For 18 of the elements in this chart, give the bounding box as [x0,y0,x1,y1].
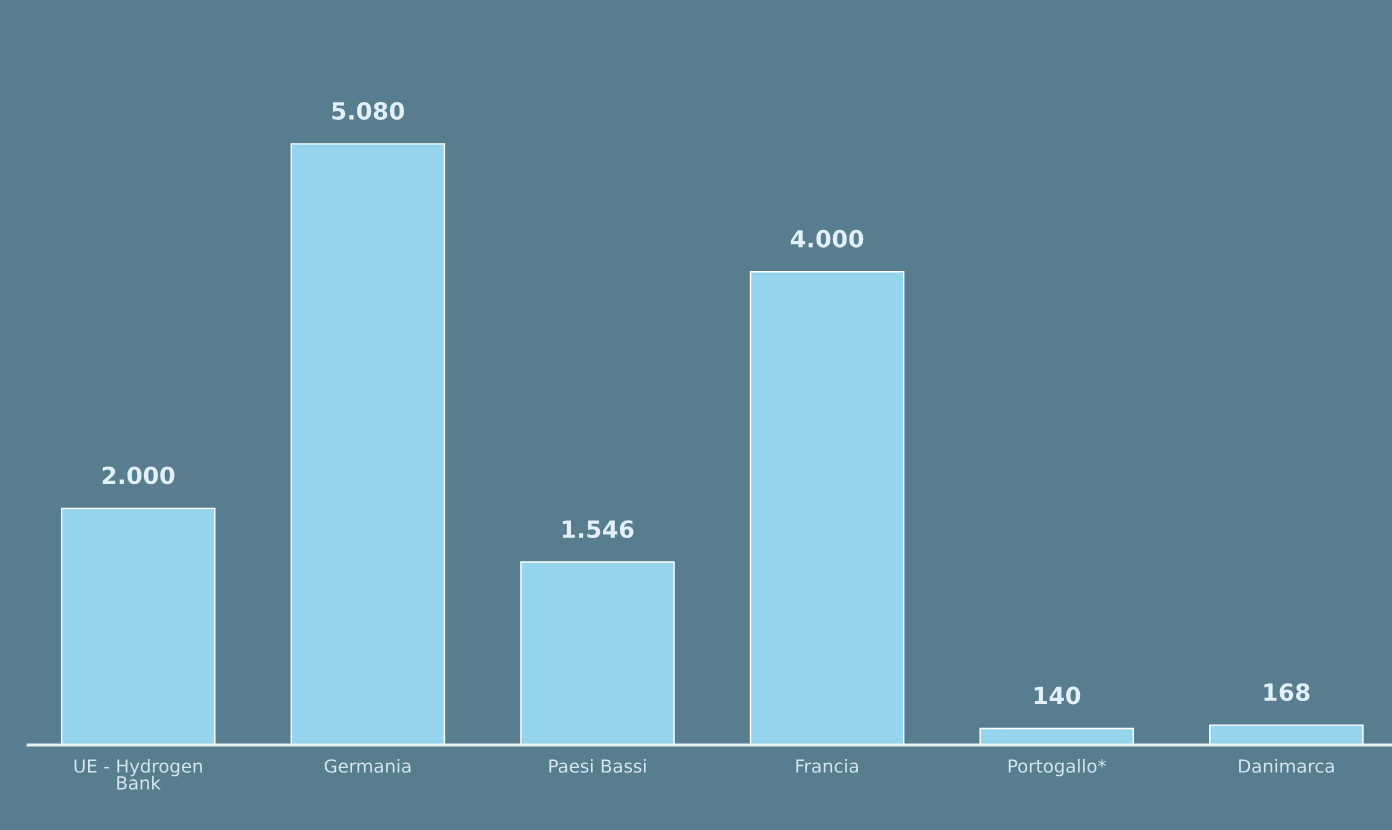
x-tick-label: Danimarca [1239,758,1334,773]
x-tick-label: Portogallo* [1008,758,1106,777]
data-label: 168 [1264,683,1310,702]
x-tick-label: Germania [324,758,411,773]
x-tick-label: Paesi Bassi [549,758,646,773]
data-label: 2.000 [102,466,175,485]
data-label: 1.546 [562,520,634,539]
bar [979,727,1135,745]
data-label: 140 [1034,686,1081,705]
bar [520,561,675,745]
x-tick-label: UE - Hydrogen Bank [74,758,202,790]
data-label: 5.080 [332,102,405,120]
x-tick-label: Francia [796,758,858,773]
bar [749,271,905,745]
bar [1209,724,1364,745]
data-label: 4.000 [790,229,864,248]
bar [60,507,216,745]
bar [290,143,446,745]
